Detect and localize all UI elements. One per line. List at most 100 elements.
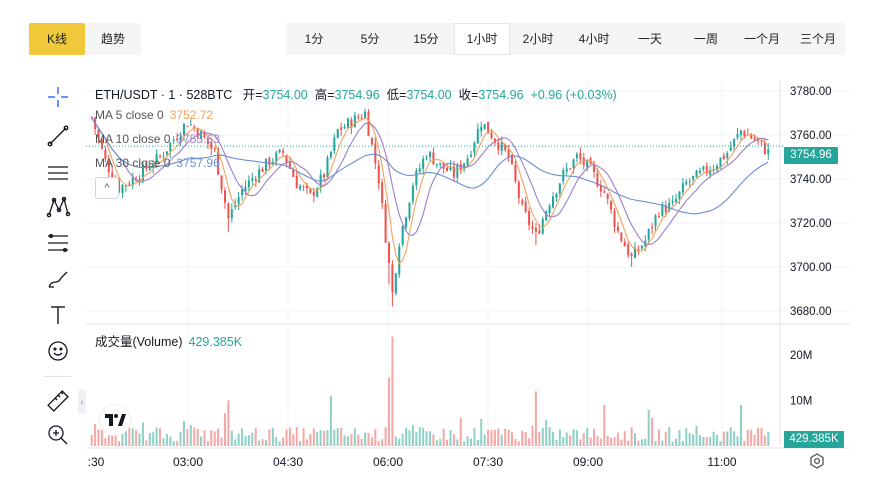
volume-bar: [644, 438, 647, 446]
candle-body: [733, 138, 736, 147]
volume-bar: [418, 427, 421, 446]
candle-body: [319, 174, 322, 189]
tradingview-logo[interactable]: [100, 405, 130, 435]
volume-bar: [490, 430, 493, 446]
volume-bar: [353, 428, 356, 446]
candle-body: [603, 191, 606, 193]
volume-bar: [138, 433, 141, 446]
volume-bar: [312, 428, 315, 446]
volume-bar: [346, 436, 350, 446]
ruler-icon[interactable]: [40, 386, 76, 416]
candle-body: [295, 175, 298, 189]
interval-2h[interactable]: 2小时: [522, 32, 554, 46]
volume-bar: [374, 429, 377, 446]
candle-body: [579, 153, 582, 160]
high-label: 高=: [314, 88, 335, 102]
candle-body: [323, 174, 326, 178]
candle-body: [545, 211, 548, 221]
candle-body: [343, 126, 346, 129]
candle-body: [675, 199, 678, 203]
candle-body: [326, 157, 329, 178]
tab-trend[interactable]: 趋势: [100, 32, 125, 46]
candle-body: [490, 133, 493, 139]
interval-1h[interactable]: 1小时: [454, 23, 510, 55]
crosshair-icon[interactable]: [40, 82, 76, 112]
text-icon[interactable]: [40, 300, 76, 330]
pattern-icon[interactable]: [40, 192, 76, 222]
price-tick-label: 3680.00: [790, 306, 832, 318]
toolbar-collapse-handle[interactable]: ‹: [78, 390, 86, 414]
volume-bar: [510, 432, 514, 446]
ma5-legend[interactable]: MA 5 close 0 3752.72: [95, 108, 213, 122]
candle-body: [493, 138, 496, 143]
interval-15m[interactable]: 15分: [413, 32, 439, 46]
volume-bar: [107, 435, 110, 446]
volume-bar: [268, 429, 271, 446]
candle-body: [623, 242, 626, 247]
tab-kline[interactable]: K线: [29, 23, 85, 55]
volume-bar: [251, 432, 254, 446]
interval-1m[interactable]: 1分: [304, 32, 324, 46]
volume-bar: [340, 427, 343, 446]
legend-collapse-button[interactable]: ^: [95, 177, 119, 199]
candle-body: [664, 204, 667, 213]
change-value: +0.96 (+0.03%): [530, 88, 617, 102]
volume-bar: [220, 437, 223, 446]
candle-body: [186, 126, 189, 128]
volume-bar: [182, 421, 185, 446]
volume-bar: [613, 437, 616, 446]
volume-bar: [377, 441, 380, 446]
volume-bar: [534, 391, 537, 446]
interval-5m[interactable]: 5分: [360, 32, 380, 46]
interval-1w[interactable]: 一周: [693, 32, 718, 46]
volume-bar: [716, 435, 719, 446]
volume-bar: [394, 436, 397, 446]
volume-bar: [408, 430, 411, 446]
ma10-legend[interactable]: MA 10 close 0 3753.63: [95, 132, 220, 146]
trend-line-icon[interactable]: [40, 121, 76, 151]
volume-bar: [637, 440, 640, 446]
volume-bar: [323, 430, 326, 446]
volume-bar: [729, 427, 732, 446]
candle-body: [558, 183, 561, 194]
close-value: 3754.96: [478, 88, 524, 102]
volume-bar: [504, 428, 507, 446]
candle-body: [452, 166, 455, 178]
volume-bar: [350, 434, 353, 446]
candle-body: [483, 124, 486, 129]
brush-icon[interactable]: [40, 264, 76, 294]
ma30-legend[interactable]: MA 30 close 0 3757.96: [95, 156, 220, 170]
zoom-in-icon[interactable]: [40, 420, 76, 450]
volume-bar: [688, 432, 691, 446]
close-label: 收=: [458, 88, 479, 102]
ma30-label: MA 30 close 0: [95, 156, 171, 170]
volume-bar: [705, 437, 708, 446]
interval-3mo[interactable]: 三个月: [799, 32, 836, 46]
interval-1d[interactable]: 一天: [637, 32, 662, 46]
chart-settings-icon[interactable]: [808, 452, 826, 470]
volume-bar: [722, 431, 725, 446]
candle-body: [551, 196, 555, 208]
candle-body: [562, 170, 565, 182]
candle-body: [340, 127, 343, 131]
candle-body: [268, 157, 271, 166]
volume-bar: [538, 431, 541, 446]
interval-1mo[interactable]: 一个月: [743, 32, 780, 46]
horizontal-lines-icon[interactable]: [40, 158, 76, 188]
volume-bar: [264, 439, 268, 446]
emoji-icon[interactable]: [40, 336, 76, 366]
volume-bar: [165, 433, 168, 446]
volume-bar: [285, 429, 288, 446]
interval-4h[interactable]: 4小时: [578, 32, 610, 46]
volume-bar: [124, 429, 127, 446]
volume-bar: [203, 430, 206, 446]
volume-bar: [442, 428, 445, 446]
candle-body: [261, 169, 264, 172]
candle-body: [316, 188, 319, 197]
candle-body: [135, 178, 138, 182]
fib-icon[interactable]: [40, 228, 76, 258]
volume-bar: [733, 431, 736, 446]
volume-bar: [678, 430, 681, 446]
volume-bar: [319, 430, 322, 446]
